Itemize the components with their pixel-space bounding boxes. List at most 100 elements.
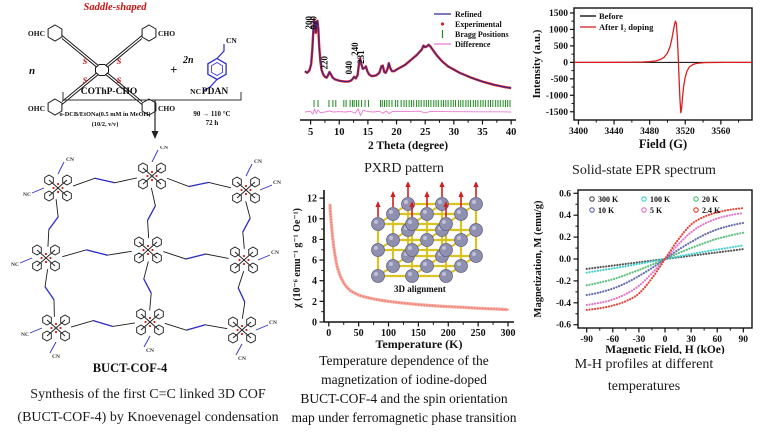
svg-text:Magnetic Field, H (kOe): Magnetic Field, H (kOe) [605, 344, 725, 354]
svg-text:-0.2: -0.2 [556, 277, 571, 287]
svg-text:After I₂ doping: After I₂ doping [599, 22, 654, 32]
svg-text:CN: CN [226, 36, 237, 45]
svg-text:5 K: 5 K [650, 206, 663, 215]
svg-text:Magnetization, M (emu/g): Magnetization, M (emu/g) [533, 200, 544, 317]
svg-text:CN: CN [269, 320, 277, 326]
caption-epr: Solid-state EPR spectrum [572, 163, 716, 178]
caption-chi-line1: Temperature dependence of the [319, 353, 489, 368]
caption-mh-line1: M-H profiles at different [574, 357, 714, 372]
svg-text:4: 4 [312, 276, 317, 287]
svg-text:50: 50 [354, 328, 364, 339]
svg-text:PDAN: PDAN [202, 87, 229, 97]
svg-text:CN: CN [160, 146, 168, 151]
svg-text:5: 5 [308, 127, 313, 138]
epr-plot: 3400 3440 3480 3520 3560 -1500 -1000 -500 0 500 10… [531, 7, 753, 151]
svg-text:10: 10 [307, 214, 317, 225]
svg-text:-0.4: -0.4 [556, 299, 571, 309]
caption-chi-line3: BUCT-COF-4 and the spin orientation [300, 391, 508, 406]
svg-text:3480: 3480 [640, 127, 659, 137]
svg-text:2: 2 [312, 297, 317, 308]
svg-text:-1000: -1000 [546, 91, 568, 101]
svg-text:S: S [117, 56, 122, 66]
svg-text:8: 8 [312, 235, 317, 246]
svg-text:-60: -60 [606, 335, 619, 345]
mh-plot: -90 -60 -30 0 30 60 90 -0.6 -0.4 -0.2 0.0 0.2 0.4 0.6… [533, 189, 753, 354]
svg-text:S: S [83, 56, 88, 66]
svg-text:-0.6: -0.6 [556, 321, 571, 331]
svg-text:040: 040 [344, 60, 354, 74]
svg-text:CHO: CHO [158, 104, 175, 113]
svg-text:020: 020 [308, 15, 318, 29]
svg-text:20: 20 [391, 127, 402, 138]
svg-text:220: 220 [320, 56, 330, 70]
svg-text:40: 40 [506, 127, 517, 138]
svg-text:χ (10⁻⁶ emu⁻¹ g⁻¹ Oe⁻¹): χ (10⁻⁶ emu⁻¹ g⁻¹ Oe⁻¹) [292, 208, 303, 309]
spin-orientation-inset [371, 182, 483, 283]
svg-text:30: 30 [686, 335, 696, 345]
svg-text:Difference: Difference [455, 40, 491, 49]
svg-text:-30: -30 [633, 335, 646, 345]
svg-text:3D alignment: 3D alignment [394, 284, 446, 294]
svg-text:0.4: 0.4 [559, 211, 571, 221]
svg-text:+: + [170, 62, 177, 77]
svg-text:CN: CN [66, 157, 74, 163]
svg-text:-1500: -1500 [546, 108, 568, 118]
svg-text:CN: CN [254, 159, 262, 165]
svg-text:1000: 1000 [549, 25, 568, 35]
svg-text:o-DCB/EtONa(0.5 mM in MeOH): o-DCB/EtONa(0.5 mM in MeOH) [60, 111, 151, 118]
mh-chart: -90 -60 -30 0 30 60 90 -0.6 -0.4 -0.2 0.0 0.2 0.4 0.6… [533, 189, 753, 354]
svg-text:0.0: 0.0 [559, 255, 571, 265]
svg-text:n: n [29, 65, 35, 77]
svg-text:0: 0 [326, 328, 331, 339]
svg-text:NC: NC [11, 262, 19, 268]
caption-left-line2: (BUCT-COF-4) by Knoevenagel condensation [17, 410, 279, 425]
svg-text:CN: CN [52, 354, 60, 360]
svg-text:10 K: 10 K [598, 206, 615, 215]
svg-text:300: 300 [501, 328, 516, 339]
svg-text:25: 25 [420, 127, 431, 138]
cof-structure-drawing: CN CN CN CN CN CN NC NC NC CN CN CN [11, 146, 281, 360]
svg-text:0: 0 [312, 318, 317, 329]
svg-text:12: 12 [307, 194, 317, 205]
caption-mh-line2: temperatures [607, 379, 681, 394]
caption-chi-line2: magnetization of iodine-doped [321, 372, 487, 387]
svg-text:3520: 3520 [676, 127, 695, 137]
svg-text:72 h: 72 h [206, 119, 219, 127]
product-name-label: BUCT-COF-4 [92, 361, 168, 375]
svg-text:231: 231 [356, 50, 366, 64]
caption-chi-line4: map under ferromagnetic phase transition [291, 410, 517, 425]
svg-text:6: 6 [312, 256, 317, 267]
svg-text:3560: 3560 [711, 127, 730, 137]
svg-text:S: S [83, 75, 88, 85]
svg-text:2.4 K: 2.4 K [702, 206, 721, 215]
svg-text:CN: CN [238, 356, 246, 360]
svg-text:100: 100 [381, 328, 396, 339]
caption-chi: Temperature dependence of the magnetizat… [270, 351, 538, 427]
svg-text:(10/2, v/v): (10/2, v/v) [92, 121, 119, 128]
svg-text:150: 150 [411, 328, 426, 339]
svg-text:Field (G): Field (G) [639, 137, 687, 151]
svg-text:100 K: 100 K [650, 195, 671, 204]
svg-text:CN: CN [271, 250, 279, 256]
svg-text:10: 10 [334, 127, 345, 138]
svg-text:250: 250 [471, 328, 486, 339]
svg-text:NC: NC [21, 332, 29, 338]
svg-text:NC: NC [190, 87, 201, 96]
mh-legend: 300 K 100 K 20 K 10 K 5 K 2.4 K [589, 195, 721, 215]
svg-text:NC: NC [23, 192, 31, 198]
svg-text:0.2: 0.2 [559, 233, 571, 243]
svg-text:OHC: OHC [28, 104, 45, 113]
svg-text:60: 60 [712, 335, 722, 345]
svg-text:CN: CN [273, 180, 281, 186]
svg-text:2n: 2n [182, 55, 194, 66]
svg-text:0: 0 [663, 335, 668, 345]
svg-text:30: 30 [449, 127, 460, 138]
svg-text:3440: 3440 [605, 127, 624, 137]
chi-temperature-chart: 0 50 100 150 200 250 300 0 2 4 6 8 10 12 Temperature (… [292, 182, 516, 350]
